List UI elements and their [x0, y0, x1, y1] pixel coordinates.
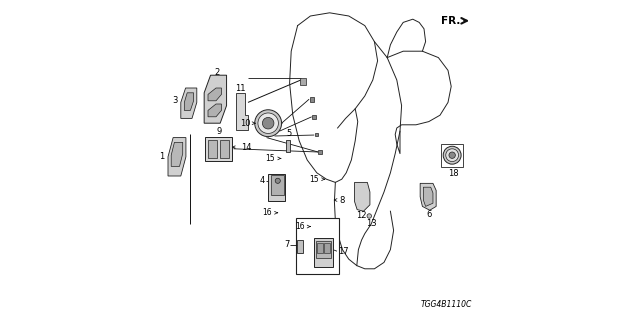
Bar	[314, 238, 333, 267]
Text: 9: 9	[217, 127, 222, 136]
Text: TGG4B1110C: TGG4B1110C	[420, 300, 472, 309]
Polygon shape	[184, 93, 193, 110]
Polygon shape	[424, 187, 433, 206]
Text: 1: 1	[159, 152, 164, 161]
Bar	[207, 140, 216, 158]
Text: 2: 2	[214, 68, 220, 76]
Bar	[315, 133, 317, 136]
Text: 15: 15	[309, 175, 319, 184]
Polygon shape	[172, 142, 183, 166]
Bar	[297, 240, 303, 253]
Text: 18: 18	[448, 169, 458, 178]
Bar	[268, 173, 285, 201]
Circle shape	[449, 152, 456, 158]
Bar	[296, 218, 339, 274]
Bar	[205, 137, 232, 161]
Bar	[271, 175, 284, 195]
Text: 16: 16	[295, 222, 305, 231]
Bar	[316, 241, 331, 259]
Polygon shape	[236, 93, 248, 130]
Text: 14: 14	[241, 143, 252, 152]
Bar	[319, 150, 321, 154]
Bar	[301, 78, 307, 85]
Circle shape	[275, 178, 280, 183]
Bar	[220, 140, 230, 158]
Circle shape	[445, 149, 458, 162]
Text: 8: 8	[339, 196, 344, 204]
Text: 15: 15	[266, 154, 275, 163]
Circle shape	[444, 146, 461, 164]
Text: 12: 12	[356, 211, 367, 220]
Bar	[312, 115, 316, 119]
Text: 4: 4	[260, 176, 265, 185]
Circle shape	[262, 117, 274, 129]
Polygon shape	[181, 88, 197, 118]
Text: 11: 11	[236, 84, 246, 93]
Polygon shape	[420, 183, 436, 210]
Text: FR.: FR.	[442, 16, 461, 26]
Text: 10: 10	[240, 119, 251, 128]
Text: 13: 13	[367, 220, 377, 228]
Text: 16: 16	[262, 208, 272, 217]
Text: 7: 7	[284, 240, 290, 249]
Circle shape	[258, 113, 278, 133]
Text: 6: 6	[426, 210, 432, 219]
Polygon shape	[355, 182, 370, 211]
Text: 17: 17	[338, 247, 348, 256]
Polygon shape	[208, 104, 221, 117]
Bar	[324, 243, 330, 253]
Text: 5: 5	[286, 129, 291, 138]
Text: 3: 3	[172, 96, 178, 105]
Polygon shape	[204, 75, 227, 123]
Bar	[310, 97, 314, 102]
Circle shape	[367, 214, 371, 218]
Polygon shape	[208, 88, 221, 101]
Bar	[442, 144, 463, 167]
Polygon shape	[168, 138, 186, 176]
Circle shape	[255, 110, 282, 137]
Bar	[285, 140, 291, 152]
Bar	[317, 243, 323, 253]
